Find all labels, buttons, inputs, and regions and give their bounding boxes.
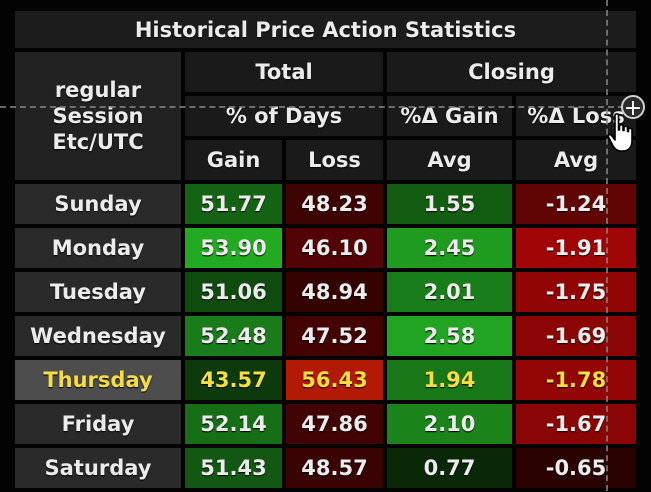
header-pct-gain: %Δ Gain [387, 96, 512, 136]
gain-pct-cell: 51.06 [185, 272, 282, 312]
table-row: Friday 52.14 47.86 2.10 -1.67 [15, 404, 636, 444]
header-percent-of-days: % of Days [185, 96, 383, 136]
avg-gain-cell: 2.58 [387, 316, 512, 356]
table-row: Thursday 43.57 56.43 1.94 -1.78 [15, 360, 636, 400]
header-gain: Gain [185, 140, 282, 180]
loss-pct-cell: 56.43 [286, 360, 383, 400]
avg-loss-cell: -1.69 [516, 316, 636, 356]
header-loss: Loss [286, 140, 383, 180]
gain-pct-cell: 53.90 [185, 228, 282, 268]
day-label: Friday [15, 404, 181, 444]
avg-gain-cell: 2.10 [387, 404, 512, 444]
day-label: Saturday [15, 448, 181, 488]
gain-pct-cell: 52.48 [185, 316, 282, 356]
table-body: Sunday 51.77 48.23 1.55 -1.24 Monday 53.90 46.1… [15, 184, 636, 488]
crosshair-vertical-line [606, 0, 608, 491]
day-label: Wednesday [15, 316, 181, 356]
loss-pct-cell: 47.86 [286, 404, 383, 444]
crosshair-horizontal-line [0, 106, 624, 108]
avg-loss-cell: -1.75 [516, 272, 636, 312]
day-label: Monday [15, 228, 181, 268]
table-title: Historical Price Action Statistics [15, 11, 636, 48]
table-row: Monday 53.90 46.10 2.45 -1.91 [15, 228, 636, 268]
header-total: Total [185, 52, 383, 92]
hand-pointer-icon [607, 113, 633, 152]
header-avg-loss: Avg [516, 140, 636, 180]
session-label: regular Session Etc/UTC [15, 52, 181, 180]
loss-pct-cell: 48.57 [286, 448, 383, 488]
day-label: Tuesday [15, 272, 181, 312]
avg-gain-cell: 0.77 [387, 448, 512, 488]
gain-pct-cell: 51.43 [185, 448, 282, 488]
loss-pct-cell: 48.94 [286, 272, 383, 312]
gain-pct-cell: 51.77 [185, 184, 282, 224]
avg-loss-cell: -1.24 [516, 184, 636, 224]
avg-loss-cell: -1.78 [516, 360, 636, 400]
loss-pct-cell: 48.23 [286, 184, 383, 224]
avg-gain-cell: 1.94 [387, 360, 512, 400]
plus-circle-icon[interactable]: + [621, 95, 645, 120]
avg-gain-cell: 2.01 [387, 272, 512, 312]
day-label: Sunday [15, 184, 181, 224]
table-row: Sunday 51.77 48.23 1.55 -1.24 [15, 184, 636, 224]
table-row: Wednesday 52.48 47.52 2.58 -1.69 [15, 316, 636, 356]
header-avg-gain: Avg [387, 140, 512, 180]
loss-pct-cell: 47.52 [286, 316, 383, 356]
day-label: Thursday [15, 360, 181, 400]
session-label-text: regular Session Etc/UTC [52, 78, 144, 154]
header-closing: Closing [387, 52, 636, 92]
avg-gain-cell: 1.55 [387, 184, 512, 224]
loss-pct-cell: 46.10 [286, 228, 383, 268]
avg-gain-cell: 2.45 [387, 228, 512, 268]
avg-loss-cell: -1.67 [516, 404, 636, 444]
price-action-stats-table: Historical Price Action Statistics regul… [11, 7, 640, 492]
gain-pct-cell: 52.14 [185, 404, 282, 444]
table-row: Tuesday 51.06 48.94 2.01 -1.75 [15, 272, 636, 312]
table-row: Saturday 51.43 48.57 0.77 -0.65 [15, 448, 636, 488]
avg-loss-cell: -0.65 [516, 448, 636, 488]
gain-pct-cell: 43.57 [185, 360, 282, 400]
avg-loss-cell: -1.91 [516, 228, 636, 268]
